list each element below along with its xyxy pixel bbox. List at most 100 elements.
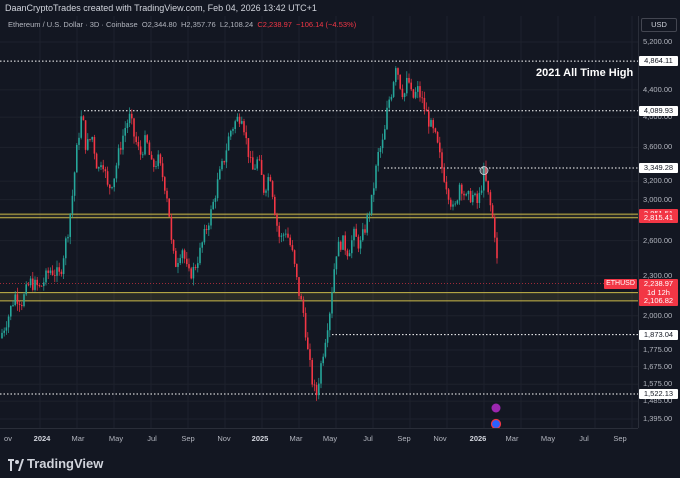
time-tick: May (108, 434, 124, 443)
candle-body (1, 332, 3, 339)
candle-body (14, 294, 16, 306)
candle-body (254, 168, 256, 170)
candle-body (71, 195, 74, 214)
candle-body (95, 153, 98, 169)
candle-body (357, 236, 360, 249)
candle-body (450, 199, 452, 207)
candle-body (164, 177, 166, 191)
candle-body (133, 118, 135, 137)
price-tick: 1,575.00 (643, 379, 673, 389)
candle-body (126, 123, 129, 128)
candle-body (98, 167, 100, 169)
candle-body (342, 235, 344, 250)
candle-body (461, 184, 463, 194)
candle-body (447, 189, 450, 200)
time-tick: 2024 (33, 434, 51, 443)
candle-body (199, 247, 201, 264)
ath-annotation: 2021 All Time High (536, 67, 634, 79)
candle-body (386, 107, 388, 130)
candle-body (179, 258, 181, 264)
price-tick: 1,775.00 (643, 344, 673, 354)
candle-body (296, 263, 298, 278)
time-tick: Jul (579, 434, 589, 443)
candle-body (414, 91, 417, 98)
time-tick: Mar (289, 434, 303, 443)
price-chart[interactable] (0, 16, 638, 428)
time-tick: Sep (397, 434, 411, 443)
candle-body (54, 274, 56, 276)
candle-body (47, 270, 49, 273)
candle-body (410, 82, 412, 90)
candle-body (18, 303, 21, 305)
candle-body (186, 258, 188, 265)
chart-area[interactable] (0, 16, 638, 428)
level-price-label: 1,522.13 (639, 389, 678, 399)
candle-body (395, 68, 397, 83)
candle-body (80, 116, 82, 138)
candle-body (3, 330, 5, 333)
price-tick: 3,000.00 (643, 194, 673, 204)
footer (0, 446, 680, 478)
candle-body (377, 151, 379, 166)
time-tick: Mar (71, 434, 85, 443)
price-tick: 4,000.00 (643, 112, 673, 122)
level-price-label: 4,864.11 (639, 56, 678, 67)
time-axis[interactable] (0, 428, 638, 447)
time-tick: Jul (147, 434, 157, 443)
time-tick: Nov (433, 434, 447, 443)
candle-body (428, 111, 430, 127)
candle-body (49, 270, 52, 273)
price-tick: 2,000.00 (643, 310, 673, 320)
candle-body (322, 356, 324, 364)
candle-body (373, 188, 375, 195)
candle-body (236, 116, 239, 122)
candle-body (258, 159, 261, 161)
candle-body (10, 305, 12, 317)
candle-body (397, 68, 399, 75)
candle-body (234, 121, 236, 130)
tradingview-logo-icon (8, 458, 24, 476)
legend-symbol: Ethereum / U.S. Dollar · 3D · Coinbase (8, 20, 138, 29)
candle-body (58, 267, 60, 272)
candle-body (212, 201, 214, 210)
candle-body (232, 129, 234, 131)
candle-body (487, 180, 489, 193)
candle-body (324, 342, 327, 357)
candle-body (115, 165, 118, 179)
candle-body (412, 89, 415, 98)
candle-body (419, 86, 421, 98)
candle-body (291, 245, 294, 251)
candle-body (271, 181, 274, 197)
candle-body (89, 139, 91, 140)
candle-body (203, 228, 206, 243)
candle-body (381, 139, 384, 149)
candle-body (208, 225, 210, 231)
candle-body (243, 121, 245, 133)
candle-body (340, 241, 342, 250)
candle-body (359, 240, 362, 249)
price-tick: 3,600.00 (643, 142, 673, 152)
candle-body (113, 178, 115, 188)
time-tick: 2025 (251, 434, 269, 443)
candle-body (472, 194, 474, 203)
candle-body (82, 116, 85, 121)
candle-body (313, 384, 316, 386)
candle-body (390, 96, 393, 100)
candle-body (454, 203, 456, 205)
candle-body (311, 359, 313, 385)
candle-body (265, 190, 267, 193)
level-price-label: 4,089.93 (639, 105, 678, 116)
currency-button[interactable]: USD (641, 18, 677, 32)
candle-body (346, 250, 349, 257)
candle-body (175, 250, 177, 267)
legend-high: H2,357.76 (181, 20, 216, 29)
candle-body (260, 160, 263, 175)
candle-body (161, 163, 164, 178)
level-price-label: 1,873.04 (639, 329, 678, 340)
candle-body (474, 193, 476, 195)
candle-body (463, 193, 465, 196)
candle-body (62, 258, 65, 275)
candle-body (214, 198, 217, 202)
candle-body (421, 97, 423, 99)
candle-body (348, 253, 351, 257)
